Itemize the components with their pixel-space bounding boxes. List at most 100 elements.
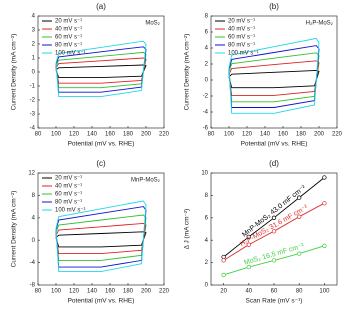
legend-label: 20 mV s⁻¹ — [228, 19, 255, 25]
x-tick-label: 200 — [141, 132, 152, 138]
y-tick-label: 12 — [28, 171, 35, 177]
data-point — [297, 214, 302, 219]
x-tick-label: 100 — [51, 132, 62, 138]
y-tick-label: -2 — [203, 94, 209, 100]
x-axis-label: Scan Rate (mV s⁻¹) — [246, 298, 303, 305]
legend-label: 20 mV s⁻¹ — [55, 19, 82, 25]
y-tick-label: -4 — [203, 110, 209, 116]
cv-curve — [55, 57, 147, 84]
x-tick-label: 120 — [69, 289, 80, 295]
x-tick-label: 180 — [123, 289, 134, 295]
data-point — [297, 251, 302, 256]
cv-curve — [228, 52, 320, 103]
data-point — [246, 234, 251, 239]
cv-curve — [228, 45, 320, 108]
data-point — [322, 201, 327, 206]
cv-curve — [55, 231, 147, 248]
cv-curve — [55, 206, 147, 268]
y-axis-label: Δ J (mA cm⁻²) — [184, 209, 191, 250]
legend-label: 60 mV s⁻¹ — [55, 35, 82, 41]
y-tick-label: 4 — [32, 14, 36, 20]
x-tick-label: 160 — [278, 132, 289, 138]
x-tick-label: 80 — [35, 289, 42, 295]
x-tick-label: 60 — [271, 289, 278, 295]
cv-curve — [55, 51, 147, 89]
cv-curve — [55, 46, 147, 93]
y-tick-label: 6 — [205, 30, 209, 36]
x-tick-label: 140 — [87, 289, 98, 295]
y-tick-label: -3 — [30, 112, 36, 118]
data-point — [246, 242, 251, 247]
x-tick-label: 160 — [105, 289, 116, 295]
y-tick-label: 4 — [205, 238, 209, 244]
y-tick-label: -1 — [30, 84, 36, 90]
legend-label: 40 mV s⁻¹ — [55, 27, 82, 33]
sample-label: H₂P-MoS₂ — [306, 21, 334, 27]
y-tick-label: 0 — [205, 283, 209, 289]
data-point — [271, 215, 277, 220]
data-point — [271, 258, 277, 263]
y-tick-label: -6 — [203, 126, 209, 132]
y-tick-label: -8 — [30, 283, 36, 289]
data-point — [221, 258, 226, 263]
cv-curve — [228, 69, 320, 89]
y-tick-label: 3 — [32, 28, 36, 34]
legend-label: 40 mV s⁻¹ — [55, 184, 82, 190]
y-tick-label: 2 — [205, 62, 209, 68]
cv-curve — [228, 60, 320, 96]
legend-label: 20 mV s⁻¹ — [55, 176, 82, 182]
y-axis-label: Current Density (mA cm⁻²) — [11, 191, 18, 268]
legend-label: 60 mV s⁻¹ — [55, 192, 82, 198]
y-tick-label: 10 — [201, 171, 208, 177]
x-tick-label: 160 — [105, 132, 116, 138]
y-axis-label: Current Density (mA cm⁻²) — [184, 34, 191, 111]
sample-label: MnP-MoS₂ — [131, 178, 161, 184]
panel-label: (b) — [269, 2, 279, 11]
y-tick-label: -4 — [30, 260, 36, 266]
legend-label: 100 mV s⁻¹ — [55, 208, 86, 214]
plot-frame — [37, 172, 165, 286]
y-tick-label: 0 — [32, 70, 36, 76]
legend-label: 100 mV s⁻¹ — [228, 51, 259, 57]
cv-curve — [55, 214, 147, 261]
x-axis-label: Potential (mV vs. RHE) — [68, 298, 135, 305]
x-tick-label: 220 — [159, 132, 170, 138]
x-tick-label: 100 — [51, 289, 62, 295]
y-tick-label: -4 — [30, 126, 36, 132]
x-tick-label: 180 — [123, 132, 134, 138]
legend-label: 80 mV s⁻¹ — [228, 43, 255, 49]
legend-label: 80 mV s⁻¹ — [55, 43, 82, 49]
panel-label: (d) — [269, 159, 279, 168]
y-tick-label: 2 — [205, 260, 209, 266]
y-tick-label: 1 — [32, 56, 36, 62]
x-tick-label: 100 — [224, 132, 235, 138]
x-tick-label: 40 — [245, 289, 252, 295]
y-tick-label: 0 — [205, 78, 209, 84]
cv-curve — [55, 200, 147, 273]
y-tick-label: 8 — [205, 14, 209, 20]
y-tick-label: 6 — [205, 215, 209, 221]
y-tick-label: 8 — [205, 193, 209, 199]
data-point — [322, 243, 327, 248]
x-tick-label: 80 — [296, 289, 303, 295]
sample-label: MoS₂ — [145, 21, 160, 27]
data-point — [297, 195, 302, 200]
data-point — [246, 264, 251, 270]
x-tick-label: 200 — [141, 289, 152, 295]
legend-label: 80 mV s⁻¹ — [55, 200, 82, 206]
y-axis-label: Current Density (mA cm⁻²) — [11, 34, 18, 111]
y-tick-label: 2 — [32, 42, 36, 48]
x-tick-label: 140 — [87, 132, 98, 138]
y-tick-label: 4 — [32, 215, 36, 221]
x-tick-label: 120 — [69, 132, 80, 138]
x-axis-label: Potential (mV vs. RHE) — [68, 141, 135, 148]
x-axis-label: Potential (mV vs. RHE) — [241, 141, 308, 148]
x-tick-label: 20 — [220, 289, 227, 295]
panel-label: (c) — [96, 159, 106, 168]
legend-label: 100 mV s⁻¹ — [55, 51, 86, 57]
x-tick-label: 180 — [296, 132, 307, 138]
y-tick-label: -2 — [30, 98, 36, 104]
cv-curve — [55, 64, 147, 79]
x-tick-label: 220 — [332, 132, 343, 138]
